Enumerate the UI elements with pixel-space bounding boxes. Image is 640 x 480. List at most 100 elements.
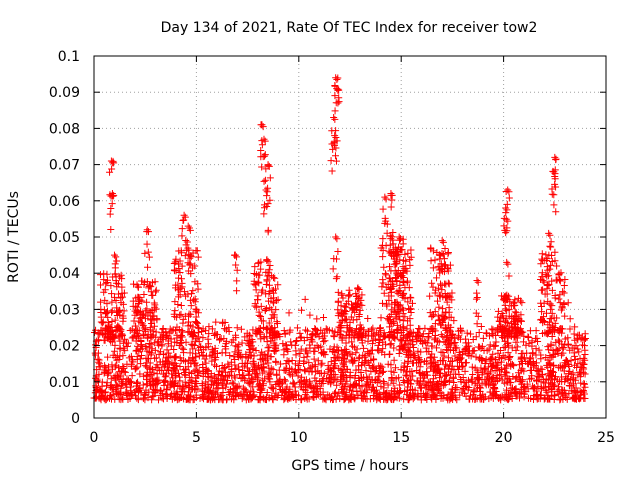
data-point [464, 376, 472, 384]
data-point [322, 325, 330, 333]
data-point [119, 363, 127, 371]
data-point [264, 226, 272, 234]
data-point [473, 276, 481, 284]
data-point [318, 359, 326, 367]
data-point [527, 374, 535, 382]
data-point [233, 324, 241, 332]
data-point [448, 362, 456, 370]
data-point [432, 395, 440, 403]
data-point [111, 341, 119, 349]
data-point [109, 365, 117, 373]
data-point [505, 355, 513, 363]
data-point [310, 387, 318, 395]
data-point [289, 380, 297, 388]
data-point [119, 293, 127, 301]
data-point [148, 393, 156, 401]
data-point [541, 394, 549, 402]
data-point [576, 387, 584, 395]
data-point [207, 381, 215, 389]
data-point [243, 329, 251, 337]
data-point [332, 233, 340, 241]
data-point [137, 341, 145, 349]
data-point [529, 349, 537, 357]
data-point [566, 325, 574, 333]
data-point [345, 386, 353, 394]
data-point [154, 338, 162, 346]
data-point [285, 309, 293, 317]
data-point [146, 382, 154, 390]
data-point [214, 370, 222, 378]
data-point [196, 344, 204, 352]
data-point [388, 233, 396, 241]
data-point [254, 383, 262, 391]
data-point [321, 337, 329, 345]
data-point [435, 303, 443, 311]
data-point [472, 353, 480, 361]
data-point [193, 362, 201, 370]
data-point [559, 344, 567, 352]
data-point [167, 342, 175, 350]
data-point [324, 391, 332, 399]
data-point [100, 369, 108, 377]
data-point [360, 344, 368, 352]
data-point [489, 350, 497, 358]
data-point [270, 347, 278, 355]
data-point [519, 350, 527, 358]
data-point [296, 329, 304, 337]
data-point [263, 256, 271, 264]
data-point [291, 387, 299, 395]
data-point [286, 328, 294, 336]
data-point [512, 346, 520, 354]
data-point [260, 177, 268, 185]
data-point [160, 395, 168, 403]
data-point [143, 240, 151, 248]
data-point [185, 373, 193, 381]
data-point [472, 295, 480, 303]
data-point [180, 383, 188, 391]
data-point [580, 380, 588, 388]
data-point [332, 133, 340, 141]
data-point [216, 335, 224, 343]
data-point [112, 253, 120, 261]
data-point [409, 372, 417, 380]
data-point [331, 388, 339, 396]
data-point [491, 391, 499, 399]
data-point [544, 395, 552, 403]
data-point [245, 341, 253, 349]
data-point [365, 362, 373, 370]
data-point [108, 395, 116, 403]
data-point [495, 395, 503, 403]
data-point [434, 312, 442, 320]
data-point [416, 377, 424, 385]
data-point [206, 352, 214, 360]
data-point [503, 394, 511, 402]
data-point [496, 393, 504, 401]
data-point [371, 376, 379, 384]
data-point [362, 331, 370, 339]
data-point [358, 383, 366, 391]
data-point [547, 305, 555, 313]
data-point [566, 315, 574, 323]
data-point [379, 235, 387, 243]
data-point [169, 374, 177, 382]
data-point [526, 367, 534, 375]
data-point [227, 368, 235, 376]
data-point [458, 327, 466, 335]
data-point [342, 345, 350, 353]
data-point [548, 367, 556, 375]
data-point [563, 395, 571, 403]
data-point [435, 385, 443, 393]
data-point [473, 294, 481, 302]
data-point [400, 341, 408, 349]
data-point [233, 253, 241, 261]
data-point [234, 351, 242, 359]
data-point [568, 382, 576, 390]
data-point [427, 257, 435, 265]
data-point [197, 342, 205, 350]
data-point [257, 386, 265, 394]
data-point [334, 247, 342, 255]
data-point [380, 332, 388, 340]
data-point [570, 344, 578, 352]
data-point [462, 392, 470, 400]
data-point [123, 360, 131, 368]
